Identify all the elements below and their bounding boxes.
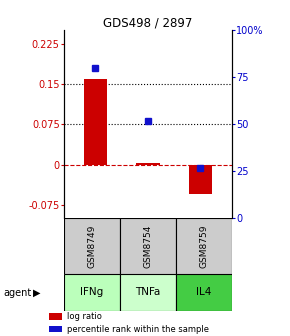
Bar — [64, 274, 120, 311]
Bar — [136, 163, 160, 165]
Bar — [176, 274, 232, 311]
Bar — [120, 274, 176, 311]
Title: GDS498 / 2897: GDS498 / 2897 — [103, 16, 193, 29]
Text: log ratio: log ratio — [67, 312, 102, 321]
Text: TNFa: TNFa — [135, 287, 161, 297]
Bar — [49, 313, 61, 320]
Bar — [64, 218, 120, 274]
Bar — [49, 326, 61, 332]
Bar — [188, 165, 212, 194]
Bar — [120, 218, 176, 274]
Text: IL4: IL4 — [196, 287, 212, 297]
Bar — [176, 218, 232, 274]
Text: GSM8749: GSM8749 — [87, 224, 96, 268]
Text: percentile rank within the sample: percentile rank within the sample — [67, 325, 209, 334]
Text: GSM8754: GSM8754 — [143, 224, 153, 268]
Text: ▶: ▶ — [33, 288, 41, 298]
Bar — [84, 79, 107, 165]
Text: IFNg: IFNg — [80, 287, 104, 297]
Text: agent: agent — [3, 288, 31, 298]
Text: GSM8759: GSM8759 — [200, 224, 209, 268]
